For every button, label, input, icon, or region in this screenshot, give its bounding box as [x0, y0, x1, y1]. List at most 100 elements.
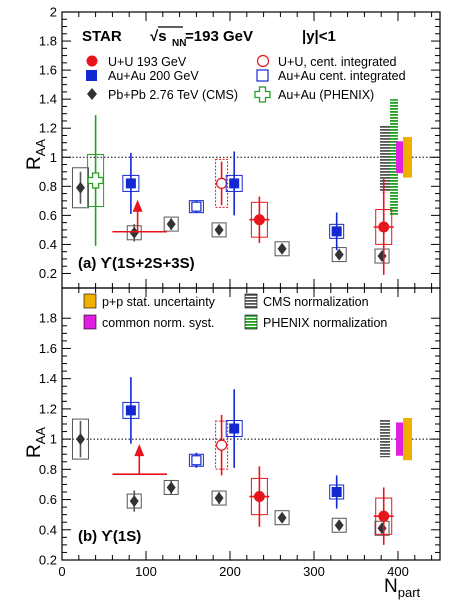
panel-b-uu-int-sys-box [215, 420, 229, 470]
panel-a-norm-box [403, 136, 412, 178]
panel-b-xtick-label: 400 [387, 564, 409, 579]
header-sqrt-sub: NN [172, 38, 186, 49]
panel-b-ytick-label: 0.4 [39, 522, 57, 537]
panel-b-cms-sys-box [211, 490, 227, 506]
panel-b-cms-point [166, 481, 176, 494]
panel-a-norm-box [380, 125, 390, 193]
panel-a-uu-int-point [216, 177, 228, 190]
legend-label-phenix: Au+Au (PHENIX) [278, 88, 374, 102]
svg-text:RAA: RAA [24, 427, 48, 458]
panel-b-auau-point [125, 405, 136, 416]
header-energy: =193 GeV [185, 28, 253, 45]
panel-b-cms-point [277, 511, 287, 524]
panel-b-ytick-label: 0.2 [39, 553, 57, 568]
panel-a-cms-point [129, 226, 139, 239]
panel-a-ylabel-sub: AA [33, 139, 48, 157]
panel-b-cms-point [214, 492, 224, 505]
legend-label-auau-integrated: Au+Au cent. integrated [278, 69, 406, 83]
panel-a-cms-point [166, 218, 176, 231]
legend-label-uu: U+U 193 GeV [108, 55, 187, 69]
panel-a-ytick-label: 0.8 [39, 179, 57, 194]
panel-a-ytick-label: 0.4 [39, 237, 57, 252]
header-sqrt: √s [150, 28, 167, 45]
panel-a-ytick-label: 1.4 [39, 92, 57, 107]
panel-a-auau-int-point [191, 201, 202, 212]
panel-b-plot: 0.2 0.4 0.6 0.8 1 1.2 1.4 1.6 1.8 0 100 200 300 400 [39, 288, 440, 579]
panel-a-cms-point [377, 250, 387, 263]
panel-a-ytick-label: 1.6 [39, 63, 57, 78]
panel-a-ytick-label: 0.2 [39, 266, 57, 281]
legend-label-phenix-norm: PHENIX normalization [263, 316, 387, 330]
panel-a-uu-limit-arrow [132, 199, 143, 212]
panel-b-ytick-label: 0.6 [39, 492, 57, 507]
panel-a-header: STAR √s NN =193 GeV |y|<1 [82, 26, 336, 49]
legend-label-cms: Pb+Pb 2.76 TeV (CMS) [108, 88, 238, 102]
panel-b-cms-sys-box [331, 517, 347, 533]
panel-a-cms-sys-box [163, 216, 179, 232]
panel-b-auau-int-point [191, 455, 202, 466]
panel-b-cms-sys-box [274, 510, 290, 526]
panel-b-xtick-label: 200 [219, 564, 241, 579]
panel-b-cms-point [129, 495, 139, 508]
legend-marker-uu [86, 55, 98, 67]
panel-b-uu-point [253, 491, 265, 503]
panel-b-legend: p+p stat. uncertainty CMS normalization … [83, 293, 387, 330]
legend-box-cms-norm [244, 293, 258, 309]
panel-a-legend: U+U 193 GeV U+U, cent. integrated Au+Au … [86, 54, 406, 103]
panel-a-ylabel-main: R [24, 156, 45, 170]
panel-b-auau-point [229, 423, 240, 434]
panel-b-cms-point [377, 522, 387, 535]
panel-a-cms-point [277, 242, 287, 255]
panel-a-auau-point [331, 226, 342, 237]
panel-a-phenix-point [87, 172, 104, 189]
panel-b-xtick-label: 100 [135, 564, 157, 579]
panel-a-ytick-label: 1.8 [39, 34, 57, 49]
legend-label-cms-norm: CMS normalization [263, 295, 369, 309]
panel-a-uu-int-sys-box [215, 158, 229, 208]
legend-marker-auau [86, 70, 97, 81]
panel-a-uu-point [253, 214, 265, 226]
legend-box-common [83, 314, 97, 330]
panel-a-norm-box [390, 99, 398, 216]
panel-a-uu-point [378, 221, 390, 233]
panel-a-label: (a) ϒ(1S+2S+3S) [78, 255, 195, 272]
panel-b-ytick-label: 1.4 [39, 371, 57, 386]
panel-a-norm-box [396, 141, 403, 174]
panel-b-ytick-label: 1.8 [39, 311, 57, 326]
panel-b-ytick-label: 1 [50, 432, 57, 447]
x-axis-title: Npart [384, 576, 421, 600]
panel-b-norm-box [403, 417, 412, 461]
panel-b-ytick-label: 0.8 [39, 462, 57, 477]
legend-label-auau: Au+Au 200 GeV [108, 69, 199, 83]
panel-b-xtick-label: 300 [303, 564, 325, 579]
panel-b-ytick-label: 1.6 [39, 341, 57, 356]
x-axis-title-sub: part [398, 585, 421, 600]
panel-b-auau-point [331, 487, 342, 497]
panel-b-ylabel-main: R [24, 444, 45, 458]
panel-a-cms-sys-box [374, 248, 390, 264]
panel-a-cms-sys-box [331, 247, 347, 263]
legend-marker-cms [87, 88, 97, 100]
panel-a-plot: 0.2 0.4 0.6 0.8 1 1.2 1.4 1.6 1.8 2 [39, 5, 440, 288]
legend-marker-uu-integrated [256, 54, 270, 68]
panel-a-ylabel: RAA [24, 139, 48, 170]
panel-a-cms-point [334, 248, 344, 261]
panel-b-norm-box [380, 419, 390, 458]
legend-marker-phenix [254, 86, 271, 103]
panel-b-uu-limit-arrow [134, 444, 145, 457]
panel-a-ytick-label: 0.6 [39, 208, 57, 223]
panel-b-ytick-label: 1.2 [39, 401, 57, 416]
legend-marker-auau-integrated [256, 69, 269, 82]
panel-b-label: (b) ϒ(1S) [78, 528, 141, 545]
panel-b-cms-sys-box [71, 418, 89, 460]
legend-box-pp [83, 293, 97, 309]
x-axis-title-main: N [384, 576, 398, 597]
panel-a-ytick-label: 1 [50, 150, 57, 165]
panel-a-cms-point [214, 223, 224, 236]
panel-a-ytick-label: 1.2 [39, 121, 57, 136]
panel-b-cms-point [334, 519, 344, 532]
panel-a-auau-point [125, 178, 136, 189]
panel-b-ylabel-sub: AA [33, 427, 48, 445]
header-experiment: STAR [82, 28, 122, 45]
